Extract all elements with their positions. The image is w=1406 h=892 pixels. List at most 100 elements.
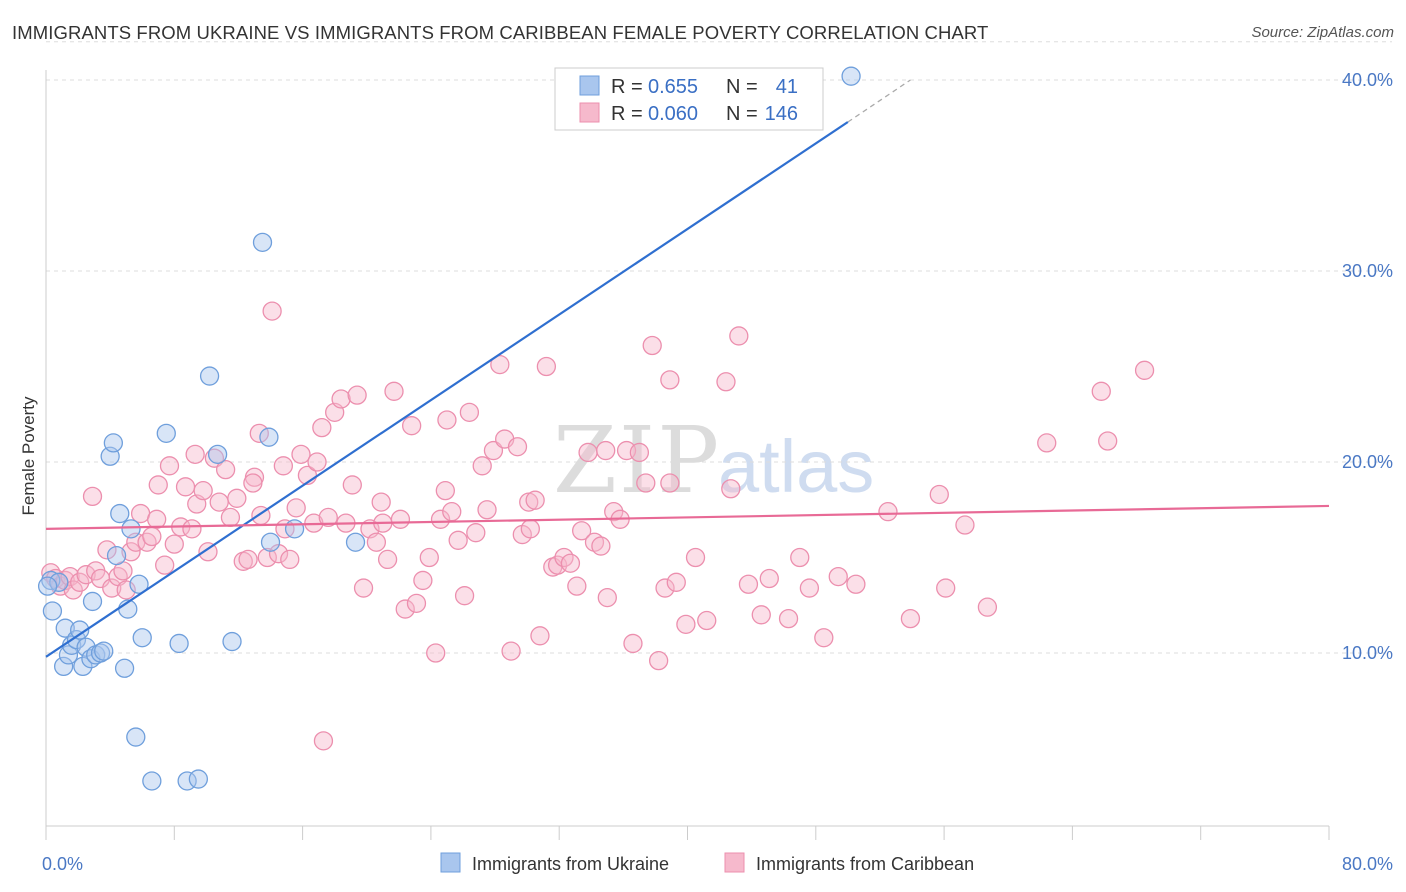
caribbean-point bbox=[660, 370, 680, 390]
legend-r-label-ukraine: R = bbox=[611, 76, 643, 98]
caribbean-point bbox=[159, 456, 180, 476]
caribbean-point bbox=[227, 488, 247, 508]
caribbean-point bbox=[97, 540, 117, 560]
ukraine-point bbox=[126, 727, 146, 747]
caribbean-point bbox=[900, 608, 921, 629]
caribbean-trendline bbox=[45, 504, 1330, 530]
ukraine-point bbox=[259, 427, 279, 447]
caribbean-point bbox=[437, 410, 457, 430]
caribbean-point bbox=[318, 507, 338, 528]
ukraine-point bbox=[90, 643, 111, 663]
caribbean-point bbox=[220, 507, 241, 528]
correlation-legend: R = 0.655 N = 41 R = 0.060 N = 146 bbox=[554, 67, 824, 131]
caribbean-point bbox=[520, 519, 540, 539]
caribbean-point bbox=[291, 444, 311, 465]
caribbean-point bbox=[384, 381, 404, 401]
caribbean-point bbox=[572, 521, 592, 541]
y-tick-labels: 10.0% 20.0% 30.0% 40.0% bbox=[1342, 70, 1393, 663]
caribbean-point bbox=[507, 437, 528, 457]
y-tick-label: 20.0% bbox=[1342, 452, 1393, 472]
caribbean-point bbox=[751, 605, 771, 625]
caribbean-point bbox=[430, 509, 451, 529]
caribbean-point bbox=[262, 301, 282, 321]
caribbean-point bbox=[660, 473, 680, 493]
caribbean-point bbox=[846, 574, 866, 594]
y-tick-label: 30.0% bbox=[1342, 261, 1393, 281]
caribbean-point bbox=[395, 599, 415, 619]
ukraine-point bbox=[110, 503, 130, 524]
ukraine-point bbox=[284, 519, 305, 539]
caribbean-point bbox=[249, 423, 269, 444]
ukraine-point bbox=[49, 572, 69, 592]
ukraine-point bbox=[114, 658, 135, 678]
series-legend-label-ukraine: Immigrants from Ukraine bbox=[472, 854, 669, 874]
caribbean-point bbox=[182, 519, 202, 539]
caribbean-point bbox=[257, 547, 277, 568]
caribbean-point bbox=[76, 565, 96, 585]
caribbean-point bbox=[729, 326, 749, 346]
caribbean-point bbox=[402, 416, 422, 436]
caribbean-point bbox=[280, 549, 300, 570]
caribbean-point bbox=[435, 480, 455, 501]
ukraine-point bbox=[37, 576, 58, 596]
ukraine-point bbox=[129, 574, 149, 594]
caribbean-point bbox=[155, 555, 175, 575]
caribbean-point bbox=[623, 633, 643, 654]
caribbean-point bbox=[799, 578, 820, 598]
caribbean-point bbox=[466, 523, 486, 543]
legend-swatch-ukraine bbox=[579, 75, 600, 96]
caribbean-point bbox=[419, 547, 439, 568]
y-tick-label: 10.0% bbox=[1342, 643, 1393, 663]
ukraine-point bbox=[132, 628, 152, 648]
legend-n-value-caribbean: 146 bbox=[765, 103, 798, 125]
caribbean-point bbox=[312, 417, 332, 438]
caribbean-point bbox=[778, 608, 799, 629]
caribbean-point bbox=[413, 570, 433, 591]
caribbean-point bbox=[1134, 360, 1155, 380]
caribbean-point bbox=[567, 576, 587, 596]
x-minor-ticks bbox=[45, 826, 1330, 840]
ukraine-point bbox=[252, 232, 273, 253]
ukraine-points bbox=[37, 66, 861, 791]
caribbean-point bbox=[596, 440, 616, 461]
caribbean-point bbox=[347, 385, 367, 405]
chart-title: IMMIGRANTS FROM UKRAINE VS IMMIGRANTS FR… bbox=[12, 22, 989, 43]
caribbean-point bbox=[472, 456, 492, 476]
ukraine-point bbox=[142, 771, 162, 791]
caribbean-point bbox=[406, 593, 427, 613]
caribbean-point bbox=[215, 459, 236, 480]
caribbean-point bbox=[1091, 381, 1111, 401]
caribbean-point bbox=[648, 650, 669, 671]
caribbean-point bbox=[483, 440, 504, 461]
legend-r-value-caribbean: 0.060 bbox=[648, 103, 698, 125]
caribbean-point bbox=[175, 477, 196, 497]
caribbean-point bbox=[716, 372, 736, 392]
caribbean-point bbox=[209, 492, 229, 512]
watermark-atlas: atlas bbox=[718, 425, 874, 508]
ukraine-point bbox=[42, 601, 63, 621]
caribbean-point bbox=[198, 542, 218, 562]
caribbean-point bbox=[1098, 431, 1118, 451]
y-tick-label: 40.0% bbox=[1342, 70, 1393, 90]
ukraine-point bbox=[207, 444, 228, 465]
ukraine-point bbox=[94, 641, 114, 661]
caribbean-point bbox=[164, 534, 184, 554]
caribbean-point bbox=[929, 484, 949, 505]
ukraine-point bbox=[53, 656, 74, 677]
legend-swatch-caribbean bbox=[579, 102, 600, 123]
caribbean-points bbox=[41, 301, 1155, 751]
caribbean-point bbox=[1037, 433, 1057, 453]
caribbean-point bbox=[477, 500, 497, 520]
caribbean-point bbox=[426, 643, 446, 663]
ukraine-point bbox=[169, 633, 189, 654]
caribbean-point bbox=[721, 479, 741, 499]
caribbean-point bbox=[342, 475, 362, 495]
caribbean-point bbox=[697, 610, 717, 631]
series-legend: Immigrants from Ukraine Immigrants from … bbox=[440, 852, 974, 874]
caribbean-point bbox=[666, 572, 686, 592]
caribbean-point bbox=[371, 492, 391, 512]
ukraine-point bbox=[260, 532, 281, 552]
caribbean-point bbox=[273, 456, 294, 476]
legend-r-value-ukraine: 0.655 bbox=[648, 76, 698, 98]
trendlines bbox=[45, 79, 1330, 658]
